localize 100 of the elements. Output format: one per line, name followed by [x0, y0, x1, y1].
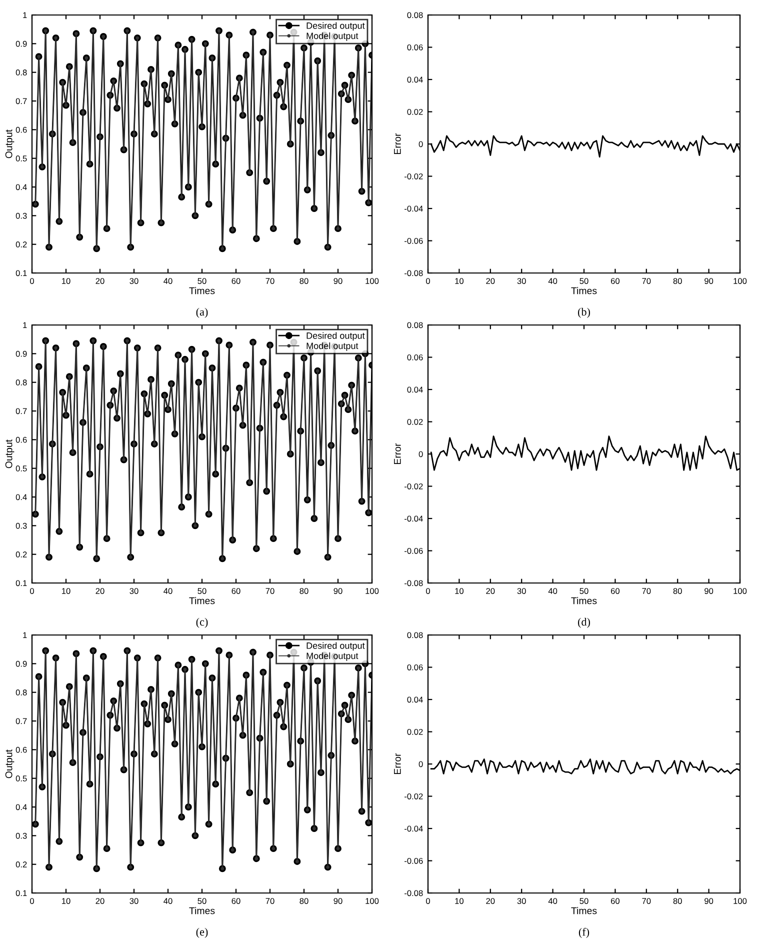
x-tick-label: 10 [455, 588, 464, 594]
x-tick-label: 0 [30, 898, 34, 904]
x-tick-label: 100 [734, 588, 747, 594]
x-tick-label: 80 [673, 898, 682, 904]
x-tick-label: 20 [486, 898, 495, 904]
x-tick-label: 100 [366, 588, 379, 594]
y-tick-label: 0.2 [16, 862, 27, 868]
y-tick-label: -0.02 [404, 483, 423, 490]
y-tick-label: 0.9 [16, 40, 27, 47]
x-tick-label: 0 [426, 278, 430, 284]
x-tick-label: 30 [130, 898, 138, 904]
y-tick-label: 0.04 [407, 76, 423, 83]
x-tick-label: 20 [96, 588, 104, 594]
y-tick-label: -0.02 [404, 793, 423, 800]
y-tick-label: 0.4 [16, 494, 27, 500]
y-axis-title: Output [5, 439, 14, 468]
text: (f) [578, 928, 590, 938]
y-tick-label: 0.7 [16, 718, 27, 724]
y-tick-label: 1 [23, 322, 27, 328]
y-tick-label: 0.4 [16, 804, 27, 810]
x-tick-label: 10 [62, 898, 70, 904]
x-axis-title: Times [189, 597, 215, 604]
x-tick-label: 20 [486, 278, 495, 284]
x-tick-label: 0 [426, 588, 430, 594]
x-tick-label: 100 [366, 898, 379, 904]
x-tick-label: 90 [334, 278, 342, 284]
y-tick-label: 0.08 [407, 632, 423, 638]
x-tick-label: 40 [164, 898, 172, 904]
x-tick-label: 50 [198, 898, 206, 904]
x-tick-label: 70 [266, 278, 274, 284]
y-tick-label: 0.1 [16, 580, 27, 586]
x-tick-label: 80 [673, 588, 682, 594]
x-tick-label: 70 [642, 588, 651, 594]
y-tick-label: 0.6 [16, 746, 27, 753]
x-axis-title: Times [571, 597, 597, 604]
y-tick-label: 0 [418, 451, 423, 458]
y-tick-label: 0.3 [16, 212, 27, 219]
y-tick-label: -0.04 [404, 516, 423, 522]
x-tick-label: 80 [300, 588, 308, 594]
x-tick-label: 10 [455, 898, 464, 904]
x-tick-label: 30 [517, 588, 526, 594]
x-axis-title: Times [571, 287, 597, 294]
x-tick-label: 90 [704, 278, 714, 284]
x-tick-label: 20 [96, 898, 104, 904]
y-tick-label: 0.3 [16, 522, 27, 529]
y-tick-label: 0.06 [407, 44, 423, 50]
y-tick-label: 0.02 [407, 418, 423, 425]
x-tick-label: 0 [30, 278, 34, 284]
y-tick-label: 0.8 [16, 380, 27, 386]
y-tick-label: 0 [418, 141, 423, 148]
y-tick-label: 0.08 [407, 322, 423, 328]
y-tick-label: 1 [23, 12, 27, 18]
y-tick-label: 0.9 [16, 660, 27, 667]
x-tick-label: 50 [198, 278, 206, 284]
y-tick-label: 0.6 [16, 436, 27, 443]
x-tick-label: 30 [517, 278, 526, 284]
x-tick-label: 90 [704, 898, 714, 904]
y-tick-label: 0.2 [16, 242, 27, 248]
x-axis-title: Times [571, 907, 597, 914]
y-tick-label: 0.02 [407, 728, 423, 735]
x-tick-label: 60 [610, 278, 620, 284]
text: (a) [196, 308, 208, 318]
legend-label: Desired output [306, 22, 365, 31]
y-tick-label: 0.02 [407, 108, 423, 115]
x-tick-label: 70 [266, 898, 274, 904]
x-tick-label: 60 [232, 278, 240, 284]
x-tick-label: 100 [734, 278, 747, 284]
y-axis-title: Error [394, 443, 401, 464]
y-tick-label: 0.04 [407, 386, 423, 393]
x-tick-label: 0 [30, 588, 34, 594]
x-tick-label: 30 [130, 588, 138, 594]
y-axis-title: Output [5, 749, 14, 778]
x-tick-label: 50 [198, 588, 206, 594]
x-tick-label: 70 [642, 278, 651, 284]
x-tick-label: 80 [673, 278, 682, 284]
y-tick-label: 0.1 [16, 890, 27, 896]
y-tick-label: 0 [418, 761, 423, 768]
y-tick-label: 0.8 [16, 690, 27, 696]
x-tick-label: 10 [62, 588, 70, 594]
y-tick-label: -0.08 [404, 890, 423, 896]
x-tick-label: 10 [455, 278, 464, 284]
y-tick-label: -0.08 [404, 270, 423, 276]
legend-label: Model output [306, 32, 358, 41]
x-tick-label: 30 [517, 898, 526, 904]
y-tick-label: 0.1 [16, 270, 27, 276]
y-tick-label: -0.02 [404, 173, 423, 180]
x-tick-label: 40 [548, 588, 558, 594]
y-tick-label: 0.9 [16, 350, 27, 357]
x-tick-label: 70 [642, 898, 651, 904]
x-tick-label: 40 [548, 278, 558, 284]
x-tick-label: 90 [704, 588, 714, 594]
x-tick-label: 40 [164, 278, 172, 284]
text: (d) [578, 618, 590, 628]
x-tick-label: 40 [164, 588, 172, 594]
text: (c) [196, 618, 208, 628]
y-tick-label: 0.04 [407, 696, 423, 703]
y-tick-label: 1 [23, 632, 27, 638]
y-tick-label: 0.6 [16, 126, 27, 133]
x-tick-label: 60 [610, 588, 620, 594]
y-tick-label: -0.06 [404, 858, 423, 864]
